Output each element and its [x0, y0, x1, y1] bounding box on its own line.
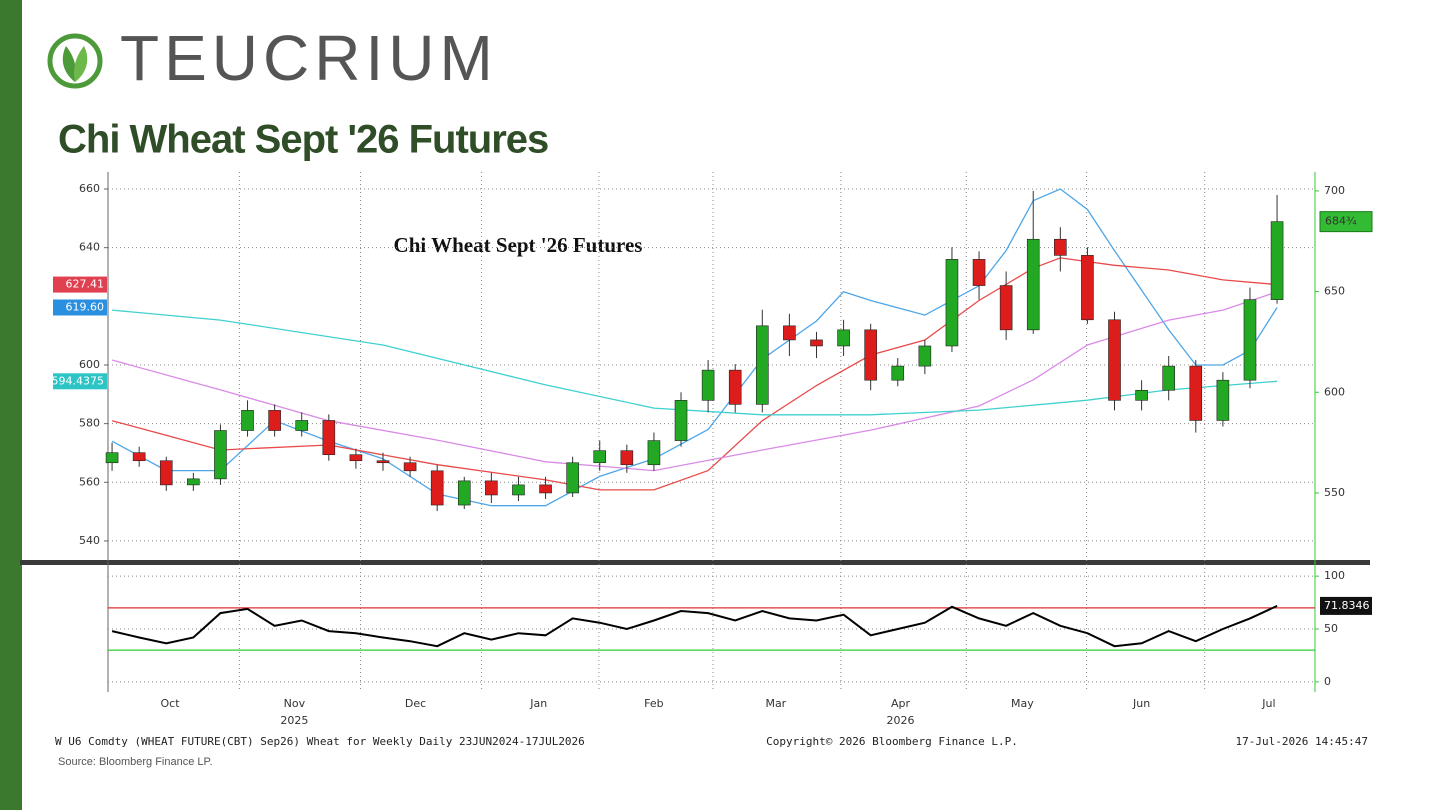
candle-body [999, 285, 1013, 331]
y2-tick-label: 700 [1324, 184, 1345, 197]
candle-body [620, 450, 634, 466]
y2-tick-label: 100 [1324, 569, 1345, 582]
value-box [53, 299, 107, 316]
candle-body [918, 345, 932, 367]
x-tick-label: Jul [1261, 697, 1275, 710]
candle-body [1054, 238, 1067, 256]
value-box [53, 276, 107, 293]
side-bar [0, 0, 22, 810]
moving-average-line [112, 309, 1278, 416]
candle-body [295, 420, 309, 431]
candle-body [1135, 389, 1148, 401]
candle-body [159, 460, 173, 486]
candle-body [891, 365, 905, 381]
candle-body [132, 452, 146, 462]
candle-body [1081, 255, 1094, 321]
value-box-label: 619.60 [66, 300, 105, 313]
chart-title: Chi Wheat Sept '26 Futures [394, 233, 643, 257]
rsi-line [111, 604, 1278, 648]
y2-tick-label: 650 [1324, 285, 1345, 298]
x-tick-label: Dec [405, 697, 426, 710]
candle-body [1189, 365, 1203, 421]
x-tick-label: Oct [161, 697, 181, 710]
year-label: 2026 [886, 714, 914, 727]
last-price-box [1319, 211, 1373, 233]
logo-icon [47, 33, 103, 89]
y2-tick-label: 550 [1324, 486, 1345, 499]
candle-body [403, 462, 417, 472]
candle-body [1243, 299, 1257, 381]
candle-body [322, 420, 336, 455]
candle-body [566, 462, 579, 494]
value-box-label: 627.41 [66, 278, 105, 291]
last-price-label: 684¾ [1325, 215, 1357, 228]
candle-body [647, 440, 661, 466]
x-tick-label: Jun [1132, 697, 1150, 710]
candle-body [1216, 379, 1230, 421]
candle-body [728, 369, 742, 405]
candle-body [864, 329, 877, 381]
candle-body [430, 470, 444, 506]
y-tick-label: 580 [79, 417, 100, 430]
candle-body [701, 369, 715, 401]
y-tick-label: 640 [79, 241, 100, 254]
candle-body [1026, 238, 1040, 331]
candle-body [539, 484, 552, 494]
x-tick-label: Apr [891, 697, 911, 710]
y-tick-label: 660 [79, 182, 100, 195]
candle-body [593, 450, 607, 464]
x-tick-label: Jan [529, 697, 547, 710]
candle-body [972, 259, 986, 286]
candle-body [783, 325, 796, 341]
candle-body [214, 430, 227, 480]
value-box-label: 594.4375 [52, 374, 105, 387]
footer-left: W U6 Comdty (WHEAT FUTURE(CBT) Sep26) Wh… [55, 735, 585, 748]
candle-body [945, 259, 959, 347]
x-tick-label: Feb [644, 697, 663, 710]
moving-average-line [111, 188, 1278, 507]
candle-body [837, 329, 850, 347]
footer-center: Copyright© 2026 Bloomberg Finance L.P. [766, 735, 1018, 748]
logo-text: TEUCRIUM [120, 22, 498, 94]
last-value-label: 71.8346 [1324, 599, 1370, 612]
moving-average-line [111, 291, 1278, 472]
y-tick-label: 600 [79, 358, 100, 371]
source-note: Source: Bloomberg Finance LP. [58, 756, 213, 768]
y-tick-label: 560 [79, 475, 100, 488]
candle-body [241, 410, 254, 431]
candle-body [457, 480, 471, 506]
x-tick-label: Mar [765, 697, 786, 710]
candle-body [512, 484, 525, 496]
candle-body [105, 452, 119, 464]
candle-body [1162, 365, 1175, 391]
x-tick-label: Nov [284, 697, 306, 710]
footer-right: 17-Jul-2026 14:45:47 [1236, 735, 1368, 748]
candle-body [810, 339, 823, 347]
x-tick-label: May [1011, 697, 1034, 710]
year-label: 2025 [280, 714, 308, 727]
y2-tick-label: 600 [1324, 385, 1345, 398]
last-value-box [1320, 596, 1372, 615]
candle-body [187, 478, 200, 486]
candle-body [755, 325, 769, 405]
y-tick-label: 540 [79, 534, 100, 547]
candle-body [268, 410, 281, 431]
candle-body [485, 480, 498, 496]
value-box [53, 373, 107, 390]
candle-body [1108, 319, 1121, 401]
candle-body [1270, 221, 1284, 300]
page-title: Chi Wheat Sept '26 Futures [58, 118, 548, 162]
moving-average-line [111, 257, 1278, 491]
y2-tick-label: 50 [1324, 622, 1338, 635]
candle-body [376, 460, 390, 464]
candle-body [674, 400, 688, 441]
candle-body [349, 454, 363, 462]
y2-tick-label: 0 [1324, 675, 1331, 688]
panel-divider [20, 560, 1370, 565]
